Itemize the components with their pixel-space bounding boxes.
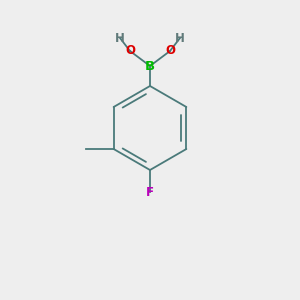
Text: O: O: [125, 44, 135, 58]
Text: H: H: [115, 32, 125, 44]
Text: O: O: [165, 44, 175, 58]
Text: F: F: [146, 185, 154, 199]
Text: B: B: [145, 59, 155, 73]
Text: H: H: [175, 32, 185, 44]
